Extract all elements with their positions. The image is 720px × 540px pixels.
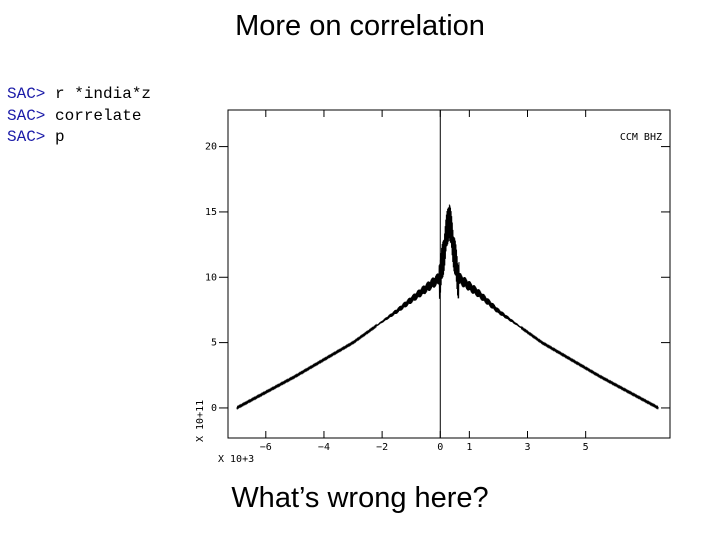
slide-title: More on correlation [235, 10, 485, 42]
console-prompt: SAC> [7, 128, 46, 146]
console-command: correlate [55, 106, 142, 125]
x-axis: −6 −4 −2 0 1 3 5 [260, 110, 589, 453]
x-tick-label: −2 [376, 442, 388, 453]
correlation-plot: 0 5 10 15 20 −6 −4 −2 0 1 3 5 CCM BHZ X 10+11 X 10… [190, 104, 680, 468]
y-tick-label: 10 [205, 272, 217, 283]
correlation-plot-svg: 0 5 10 15 20 −6 −4 −2 0 1 3 5 CCM BHZ X 10+11 X 10… [195, 109, 671, 465]
y-tick-label: 0 [211, 403, 217, 414]
x-tick-label: 5 [583, 442, 589, 453]
x-tick-label: −4 [318, 442, 330, 453]
x-tick-label: 3 [524, 442, 530, 453]
console-line: SAC> p [7, 127, 151, 149]
plot-frame [227, 109, 671, 439]
y-axis: 0 5 10 15 20 [205, 142, 670, 414]
console-line: SAC> r *india*z [7, 84, 151, 106]
x-multiplier-label: X 10+3 [218, 454, 254, 465]
question-text: What’s wrong here? [231, 482, 489, 514]
y-tick-label: 20 [205, 142, 217, 153]
console-line: SAC> correlate [7, 106, 151, 128]
y-tick-label: 15 [205, 207, 217, 218]
y-multiplier-label: X 10+11 [195, 400, 206, 442]
console-command: r *india*z [55, 85, 152, 103]
console-prompt: SAC> [7, 85, 46, 103]
sac-console: SAC> r *india*z SAC> correlate SAC> p [7, 84, 151, 149]
x-tick-label: −6 [260, 442, 272, 453]
x-tick-label: 0 [437, 442, 443, 453]
y-tick-label: 5 [211, 338, 217, 349]
trace-label: CCM BHZ [620, 132, 662, 143]
console-command: p [55, 128, 65, 146]
x-tick-label: 1 [466, 442, 472, 453]
console-prompt: SAC> [7, 106, 46, 125]
series-line [236, 204, 659, 411]
